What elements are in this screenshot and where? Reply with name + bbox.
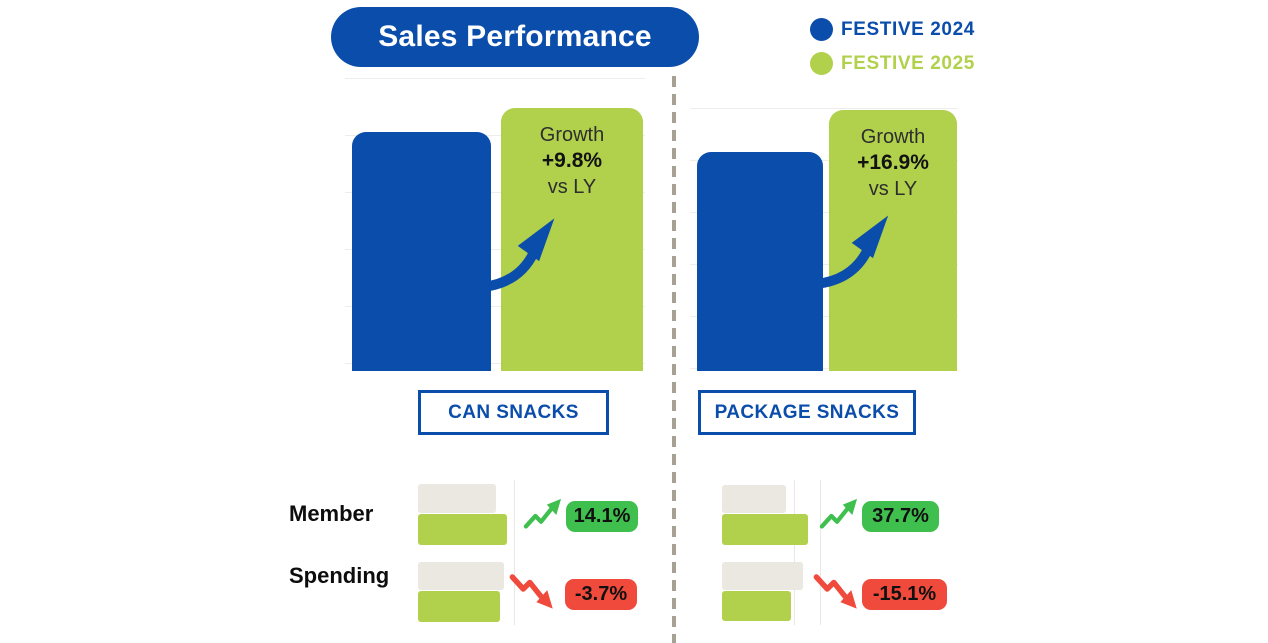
page-title: Sales Performance	[378, 20, 652, 53]
gridline	[345, 249, 645, 250]
legend-label-festive-2025: FESTIVE 2025	[841, 53, 975, 74]
kpi-badge-spending-package: -15.1%	[862, 579, 947, 610]
growth-label: Growth	[860, 126, 926, 148]
can-spending-bar-festive-2025	[418, 591, 500, 622]
package-member-bar-festive-2024	[722, 485, 786, 513]
growth-vs-label: vs LY	[547, 176, 597, 198]
can-snacks-label: CAN SNACKS	[448, 401, 579, 423]
package-spending-bar-festive-2024	[722, 562, 803, 590]
can-spending-bar-festive-2024	[418, 562, 504, 590]
legend-label-festive-2024: FESTIVE 2024	[841, 19, 975, 40]
legend-dot-festive-2025	[810, 52, 833, 75]
growth-arrow-icon	[812, 215, 889, 289]
kpi-badge-spending-can: -3.7%	[565, 579, 637, 610]
gridline	[345, 192, 645, 193]
legend-dot-festive-2024	[810, 18, 833, 41]
gridline	[690, 264, 958, 265]
trend-down-icon	[813, 574, 857, 609]
can-member-bar-festive-2025	[418, 514, 507, 545]
gridline	[820, 480, 821, 625]
kpi-badge-member-package: 37.7%	[862, 501, 939, 532]
trend-up-icon	[819, 498, 858, 529]
kpi-value: 14.1%	[573, 505, 631, 527]
kpi-badge-member-can: 14.1%	[566, 501, 638, 532]
gridline	[514, 480, 515, 625]
can-snacks-bar-festive-2024	[352, 132, 491, 371]
can-snacks-growth-text: Growth +9.8% vs LY	[501, 108, 643, 200]
gridline	[345, 363, 645, 364]
package-snacks-growth-text: Growth +16.9% vs LY	[829, 110, 957, 202]
gridline	[690, 316, 958, 317]
package-member-bar-festive-2025	[722, 514, 808, 545]
gridline	[345, 78, 645, 79]
can-snacks-label-box: CAN SNACKS	[418, 390, 609, 435]
spending-row-label: Spending	[289, 563, 390, 588]
growth-label: Growth	[539, 124, 605, 146]
growth-arrow-icon	[478, 218, 555, 293]
package-snacks-label: PACKAGE SNACKS	[714, 401, 900, 423]
growth-vs-label: vs LY	[868, 178, 918, 200]
page-title-pill: Sales Performance	[331, 7, 699, 67]
package-snacks-label-box: PACKAGE SNACKS	[698, 390, 916, 435]
package-spending-bar-festive-2025	[722, 591, 791, 621]
package-snacks-bar-festive-2024	[697, 152, 823, 371]
gridline	[690, 212, 958, 213]
gridline	[345, 135, 645, 136]
member-row-label: Member	[289, 501, 374, 526]
gridline	[345, 306, 645, 307]
gridline	[690, 368, 958, 369]
dashed-divider	[672, 76, 676, 643]
growth-value: +16.9%	[857, 151, 929, 174]
package-snacks-bar-festive-2025: Growth +16.9% vs LY	[829, 110, 957, 371]
gridline	[794, 480, 795, 625]
kpi-value: -15.1%	[872, 583, 937, 605]
growth-value: +9.8%	[541, 149, 603, 172]
kpi-value: -3.7%	[574, 583, 628, 605]
kpi-value: 37.7%	[872, 505, 929, 527]
gridline	[690, 108, 958, 109]
gridline	[690, 160, 958, 161]
trend-down-icon	[509, 574, 553, 609]
can-snacks-bar-festive-2025: Growth +9.8% vs LY	[501, 108, 643, 371]
trend-up-icon	[523, 498, 562, 529]
can-member-bar-festive-2024	[418, 484, 496, 513]
